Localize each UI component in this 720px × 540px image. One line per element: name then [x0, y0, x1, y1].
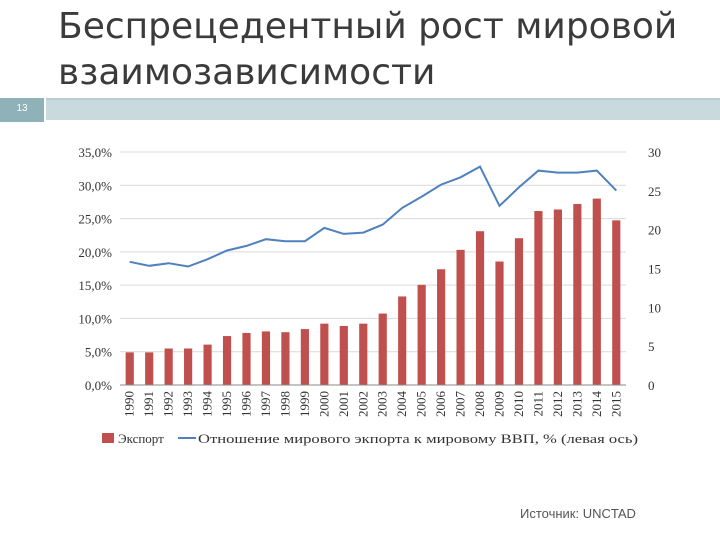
y-left-tick-label: 15,0%	[78, 278, 112, 293]
bar	[320, 323, 329, 385]
bar	[437, 269, 446, 385]
bar	[456, 249, 465, 385]
bar	[203, 344, 212, 385]
bar	[553, 209, 562, 385]
bar	[495, 261, 504, 385]
bar	[378, 313, 387, 385]
x-tick-label: 2000	[316, 391, 331, 417]
legend-label: Отношение мирового экпорта к мировому ВВ…	[198, 431, 638, 446]
y-left-tick-label: 25,0%	[78, 212, 112, 227]
source-note: Источник: UNCTAD	[520, 506, 636, 521]
y-right-tick-label: 10	[648, 300, 661, 315]
y-left-tick-label: 20,0%	[78, 245, 112, 260]
x-tick-label: 2013	[569, 391, 584, 417]
x-tick-label: 1991	[141, 391, 156, 417]
x-tick-label: 1997	[258, 391, 273, 418]
bar	[475, 231, 485, 385]
slide-number: 13	[16, 103, 28, 114]
chart: 0,0% 5,0% 10,0% 15,0% 20,0% 25,0% 30,0% 35,0% 0 5…	[78, 145, 661, 446]
bar	[281, 332, 290, 385]
bar	[164, 348, 173, 385]
x-tick-label: 1998	[277, 391, 292, 417]
y-right-tick-label: 5	[648, 339, 655, 354]
x-tick-label: 2005	[414, 391, 429, 417]
series-line	[129, 165, 618, 268]
x-tick-label: 1999	[297, 391, 312, 417]
x-tick-label: 1994	[200, 391, 215, 418]
x-tick-label: 2010	[511, 391, 526, 417]
y-right-tick-label: 25	[648, 184, 661, 199]
y-left-tick-label: 10,0%	[78, 311, 112, 326]
y-right-tick-label: 20	[648, 223, 661, 238]
x-tick-label: 2003	[375, 391, 390, 417]
y-right-tick-label: 30	[648, 145, 661, 160]
x-tick-label: 2007	[453, 391, 468, 418]
bars-layer	[125, 198, 621, 385]
x-tick-label: 1993	[180, 391, 195, 417]
x-tick-label: 2011	[530, 391, 545, 417]
bar	[145, 352, 154, 385]
x-tick-label: 2002	[355, 391, 370, 417]
x-tick-label: 2014	[589, 391, 604, 418]
bar	[514, 238, 524, 385]
bar	[417, 284, 426, 385]
legend-label: Экспорт	[118, 431, 164, 446]
bar	[184, 348, 193, 385]
bar	[359, 323, 368, 385]
bar	[573, 204, 582, 385]
x-tick-label: 2012	[550, 391, 565, 417]
grid-layer	[120, 151, 626, 386]
x-tick-label: 1996	[239, 391, 254, 418]
bar	[339, 325, 348, 385]
bar	[592, 198, 601, 385]
page-title: Беспрецедентный рост мировой взаимозавис…	[58, 6, 678, 93]
x-tick-label: 1995	[219, 391, 234, 417]
x-tick-label: 1992	[161, 391, 176, 417]
y-left-tick-label: 35,0%	[78, 145, 112, 160]
bar	[534, 211, 543, 385]
bar	[300, 329, 309, 385]
title-divider	[46, 98, 720, 120]
legend-swatch-bar	[102, 433, 114, 443]
x-tick-label: 2006	[433, 391, 448, 418]
axes-layer: 0,0% 5,0% 10,0% 15,0% 20,0% 25,0% 30,0% 35,0% 0 5…	[78, 145, 661, 417]
x-tick-label: 2009	[492, 391, 507, 417]
legend-layer: Экспорт Отношение мирового экпорта к миро…	[102, 431, 638, 446]
y-left-tick-label: 0,0%	[85, 378, 112, 393]
y-left-tick-label: 5,0%	[85, 345, 112, 360]
x-tick-label: 1990	[122, 391, 137, 417]
bar	[612, 220, 621, 385]
bar	[242, 332, 251, 385]
bar	[261, 331, 271, 385]
x-tick-label: 2015	[608, 391, 623, 417]
x-tick-label: 2004	[394, 391, 409, 418]
x-tick-label: 2008	[472, 391, 487, 417]
y-left-tick-label: 30,0%	[78, 178, 112, 193]
bar	[222, 336, 232, 385]
y-right-tick-label: 0	[648, 378, 655, 393]
bar	[398, 296, 407, 385]
y-right-tick-label: 15	[648, 262, 661, 277]
slide-number-box	[0, 98, 44, 122]
line-layer	[129, 165, 618, 268]
x-tick-label: 2001	[336, 391, 351, 417]
bar	[125, 352, 134, 385]
